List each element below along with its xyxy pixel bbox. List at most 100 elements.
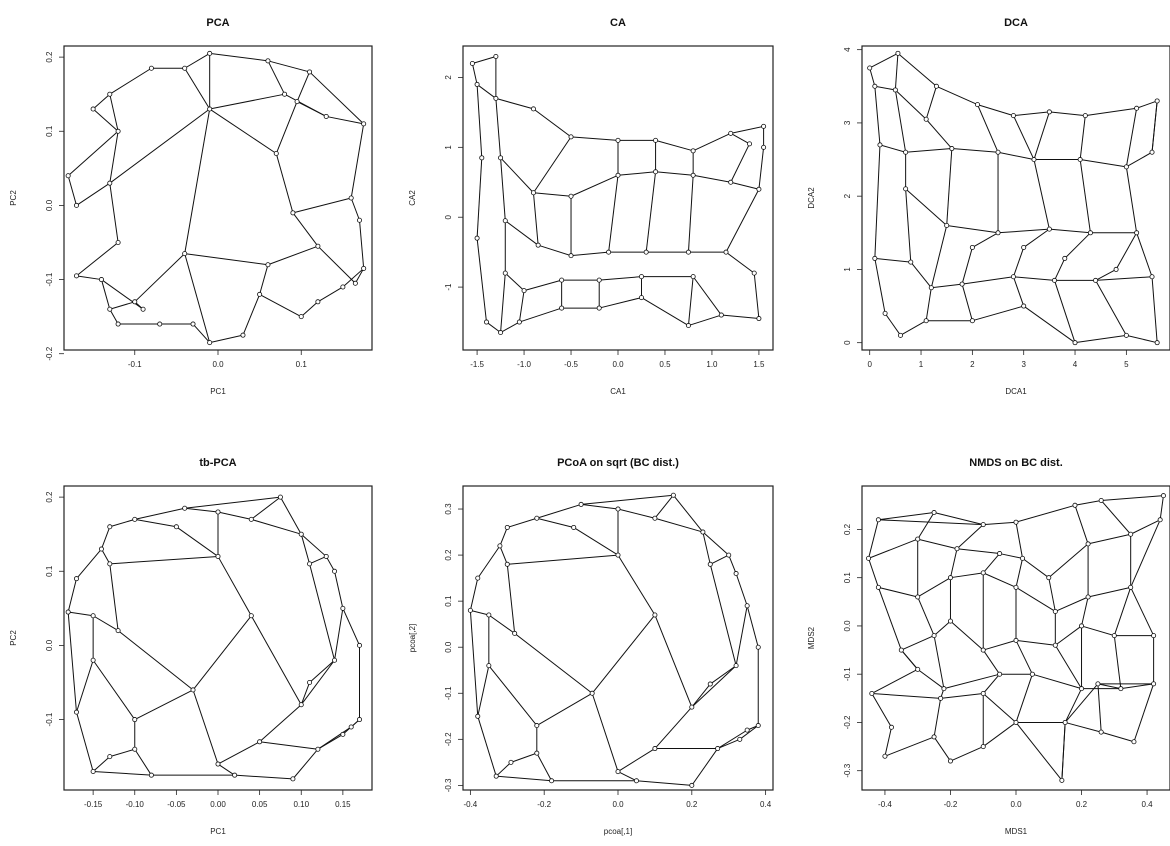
sample-point: [670, 492, 676, 498]
grid-edge: [949, 548, 958, 578]
grid-edge: [878, 586, 918, 598]
sample-point: [273, 151, 279, 157]
sample-point: [257, 739, 263, 745]
sample-point: [980, 647, 986, 653]
grid-edge: [933, 620, 951, 636]
sample-point: [107, 306, 113, 312]
grid-edge: [109, 94, 119, 132]
sample-point: [107, 754, 113, 760]
grid-edge: [192, 689, 219, 765]
grid-edge: [997, 228, 1050, 234]
panel-3: DCA 0 1 2 3 4 5 0 1 2 3 4 DCA1 DCA2: [807, 17, 1170, 396]
grid-edge: [1061, 722, 1066, 781]
grid-edge: [1080, 159, 1127, 168]
grid-edge: [687, 276, 694, 326]
sample-point: [1062, 719, 1068, 725]
grid-edge: [504, 220, 539, 246]
sample-point: [182, 505, 188, 511]
grid-edge: [476, 157, 483, 239]
grid-edge: [654, 494, 674, 519]
grid-edge: [300, 533, 327, 557]
plot-marks: [65, 494, 363, 782]
sample-point: [132, 299, 138, 305]
grid-edge: [702, 531, 711, 565]
sample-point: [915, 536, 921, 542]
sample-point: [483, 319, 489, 325]
grid-edge: [537, 244, 572, 257]
grid-edge: [608, 175, 619, 253]
grid-edge: [504, 272, 525, 291]
sample-point: [115, 321, 121, 327]
grid-edge: [1151, 100, 1158, 153]
sample-point: [332, 657, 338, 663]
grid-edge: [1048, 577, 1056, 612]
sample-point: [947, 618, 953, 624]
sample-point: [888, 724, 894, 730]
grid-edge: [1064, 232, 1091, 259]
grid-edge: [470, 609, 489, 616]
grid-edge: [476, 84, 483, 158]
grid-edge: [1074, 334, 1127, 344]
y-tick-label: 0.0: [45, 199, 54, 211]
sample-point: [751, 270, 757, 276]
grid-edge: [1054, 258, 1066, 281]
grid-edge: [1079, 159, 1091, 233]
grid-edge: [1064, 688, 1082, 723]
sample-point: [723, 249, 729, 255]
grid-edge: [1151, 276, 1158, 343]
sample-point: [1077, 157, 1083, 163]
grid-edge: [933, 512, 984, 526]
sample-point: [718, 312, 724, 318]
grid-edge: [507, 554, 619, 565]
x-tick-label: -0.2: [537, 800, 551, 809]
sample-point: [1029, 671, 1035, 677]
sample-point: [653, 169, 659, 175]
sample-point: [559, 277, 565, 283]
sample-point: [685, 249, 691, 255]
chart-title: NMDS on BC dist.: [969, 457, 1063, 469]
grid-edge: [109, 555, 219, 565]
grid-edge: [1013, 111, 1050, 117]
y-axis-label: PC2: [9, 190, 18, 206]
grid-edge: [570, 251, 609, 257]
grid-edge: [868, 538, 918, 559]
chart-title: CA: [610, 17, 626, 29]
sample-point: [512, 630, 518, 636]
grid-edge: [709, 564, 737, 666]
grid-edge: [753, 273, 760, 319]
sample-point: [530, 190, 536, 196]
grid-edge: [999, 553, 1023, 559]
x-tick-label: 0.4: [1142, 800, 1154, 809]
sample-point: [1052, 277, 1058, 283]
x-tick-label: -0.1: [128, 360, 142, 369]
sample-point: [357, 642, 363, 648]
x-tick-label: 0.2: [686, 800, 698, 809]
y-tick-label: -0.2: [843, 715, 852, 729]
sample-point: [107, 91, 113, 97]
grid-edge: [1054, 644, 1082, 689]
plot-frame: [462, 45, 774, 351]
sample-point: [947, 575, 953, 581]
grid-edge: [300, 682, 311, 705]
grid-edge: [109, 108, 210, 184]
grid-edge: [1136, 100, 1158, 109]
sample-point: [1157, 517, 1163, 523]
grid-edge: [279, 496, 302, 535]
y-tick-label: -0.3: [843, 763, 852, 777]
grid-edge: [581, 494, 674, 505]
sample-point: [73, 709, 79, 715]
sample-point: [908, 259, 914, 265]
sample-point: [1134, 105, 1140, 111]
sample-point: [959, 281, 965, 287]
grid-edge: [725, 251, 755, 274]
sample-point: [1072, 340, 1078, 346]
sample-point: [549, 778, 555, 784]
grid-edge: [92, 615, 119, 632]
grid-edge: [1133, 683, 1155, 742]
sample-point: [475, 575, 481, 581]
grid-edge: [692, 276, 722, 316]
sample-point: [290, 210, 296, 216]
x-tick-label: 2: [970, 360, 975, 369]
grid-edge: [134, 689, 194, 721]
grid-edge: [1101, 495, 1164, 501]
